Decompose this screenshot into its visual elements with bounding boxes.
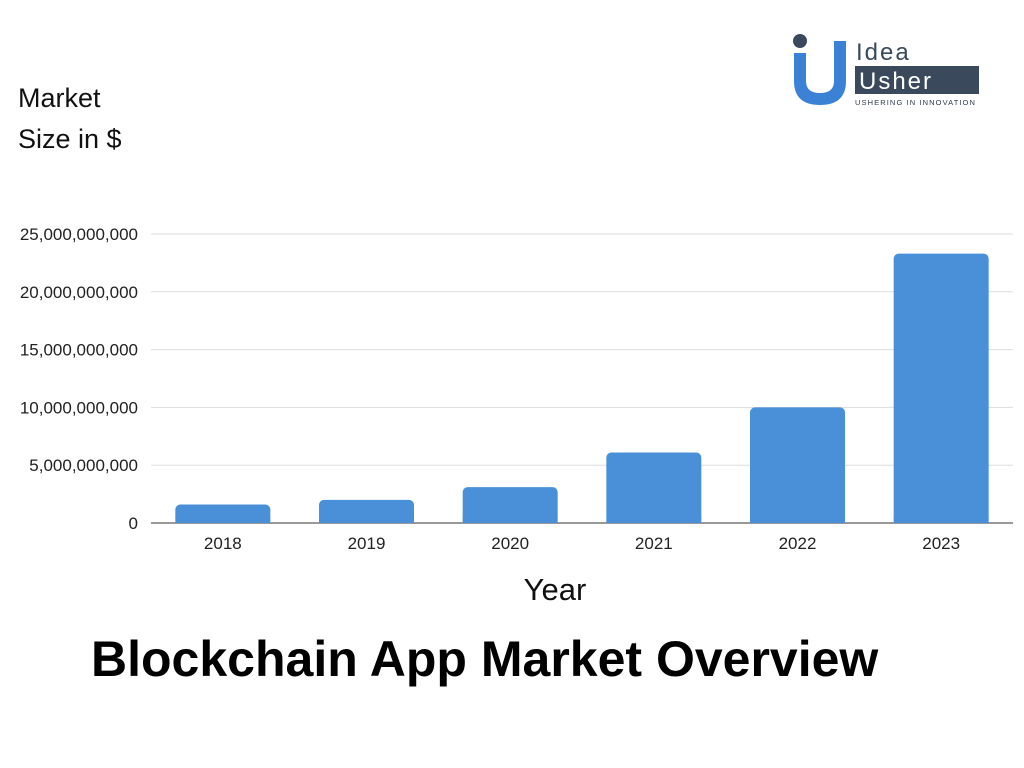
x-tick-label: 2019 bbox=[348, 534, 386, 553]
logo-line-2: Usher bbox=[859, 68, 933, 95]
x-tick-label: 2018 bbox=[204, 534, 242, 553]
y-tick-label: 15,000,000,000 bbox=[20, 341, 138, 360]
bar-base bbox=[606, 517, 702, 523]
y-axis-label-line-2: Size in $ bbox=[18, 124, 122, 154]
logo-banner bbox=[855, 66, 979, 94]
bar bbox=[893, 253, 989, 524]
bar bbox=[750, 407, 845, 523]
logo-line-1: Idea bbox=[856, 39, 911, 66]
x-tick-label: 2023 bbox=[922, 534, 960, 553]
x-axis-label: Year bbox=[523, 572, 587, 607]
bar bbox=[606, 452, 702, 523]
y-axis-label-line-1: Market bbox=[18, 83, 101, 113]
x-tick-label: 2021 bbox=[635, 534, 673, 553]
bar bbox=[462, 487, 558, 523]
logo-dot bbox=[793, 34, 807, 48]
y-axis-label: Market Size in $ bbox=[18, 78, 122, 160]
bar-base bbox=[893, 517, 989, 523]
y-tick-label: 0 bbox=[129, 514, 138, 533]
x-tick-label: 2022 bbox=[779, 534, 817, 553]
idea-usher-logo: Idea Usher bbox=[793, 34, 979, 105]
bar-base bbox=[319, 517, 414, 523]
y-tick-label: 25,000,000,000 bbox=[20, 225, 138, 244]
bar-base bbox=[175, 517, 271, 523]
chart-title: Blockchain App Market Overview bbox=[91, 631, 879, 687]
y-tick-label: 20,000,000,000 bbox=[20, 283, 138, 302]
y-tick-label: 5,000,000,000 bbox=[29, 456, 138, 475]
x-tick-label: 2020 bbox=[491, 534, 529, 553]
y-tick-label: 10,000,000,000 bbox=[20, 398, 138, 417]
bar-base bbox=[462, 517, 558, 523]
logo-tagline: USHERING IN INNOVATION bbox=[855, 98, 977, 107]
bar-base bbox=[750, 517, 845, 523]
logo-u-shape bbox=[794, 41, 846, 105]
